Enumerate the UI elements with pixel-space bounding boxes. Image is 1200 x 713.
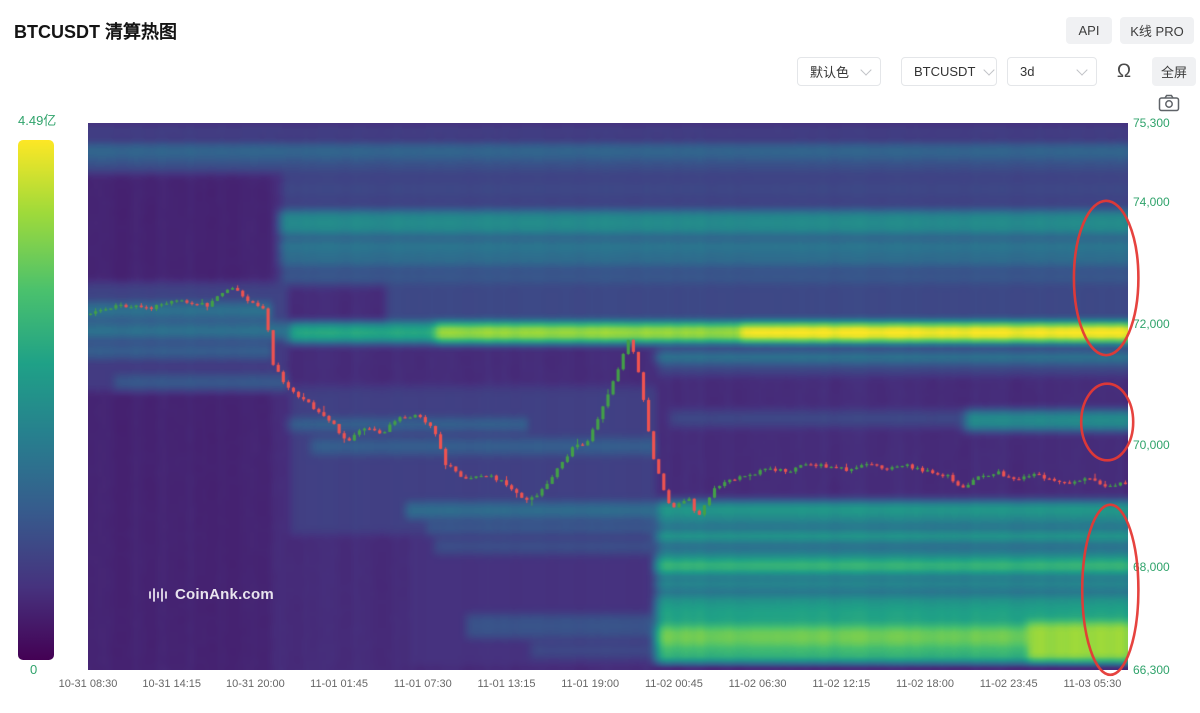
x-axis-label: 11-02 18:00	[896, 678, 954, 690]
period-value: 3d	[1020, 64, 1035, 79]
color-scheme-value: 默认色	[810, 65, 850, 80]
kline-pro-button[interactable]: K线 PRO	[1120, 17, 1194, 44]
symbol-value: BTCUSDT	[914, 64, 976, 79]
y-axis-label: 74,000	[1133, 195, 1170, 209]
y-axis-label: 75,300	[1133, 116, 1170, 130]
y-axis-label: 70,000	[1133, 438, 1170, 453]
headset-glyph: Ω	[1116, 60, 1132, 82]
y-axis-labels: 75,300 74,000 72,000 70,000 68,000 66,300	[1133, 0, 1195, 713]
x-axis-label: 11-02 23:45	[979, 678, 1038, 690]
chevron-down-icon	[1076, 63, 1088, 76]
x-axis-label: 10-31 08:30	[58, 678, 118, 690]
color-scheme-select[interactable]: 默认色	[797, 57, 881, 86]
fullscreen-button[interactable]: 全屏	[1152, 57, 1196, 86]
x-axis-label: 11-02 00:45	[644, 678, 703, 690]
y-axis-label: 68,000	[1133, 559, 1170, 574]
screenshot-camera-icon[interactable]	[1158, 94, 1182, 114]
colorbar-max-label: 4.49亿	[18, 113, 57, 128]
x-axis-label: 11-01 13:15	[477, 678, 536, 690]
y-axis-label: 66,300	[1133, 663, 1170, 677]
colorbar-gradient	[18, 140, 54, 660]
chevron-down-icon	[983, 63, 996, 76]
page-title: BTCUSDT 清算热图	[14, 22, 177, 42]
headset-icon[interactable]: Ω	[1108, 57, 1140, 86]
y-axis-label: 72,000	[1133, 316, 1170, 331]
heatmap-canvas[interactable]	[88, 123, 1128, 670]
x-axis-label: 11-03 05:30	[1063, 678, 1122, 690]
x-axis-label: 11-02 06:30	[728, 678, 787, 690]
x-axis-label: 11-01 19:00	[561, 678, 620, 690]
x-axis-label: 10-31 14:15	[142, 678, 202, 690]
chevron-down-icon	[860, 63, 872, 76]
x-axis-labels: 10-31 08:30 10-31 14:15 10-31 20:00 11-01 0…	[0, 678, 1200, 692]
x-axis-label: 11-02 12:15	[812, 678, 871, 690]
x-axis-label: 11-01 07:30	[393, 678, 452, 690]
colorbar-min-label: 0	[30, 662, 38, 677]
api-button[interactable]: API	[1066, 17, 1112, 44]
symbol-select[interactable]: BTCUSDT	[901, 57, 997, 86]
x-axis-label: 10-31 20:00	[226, 678, 285, 690]
x-axis-label: 11-01 01:45	[310, 678, 369, 690]
period-select[interactable]: 3d	[1007, 57, 1097, 86]
